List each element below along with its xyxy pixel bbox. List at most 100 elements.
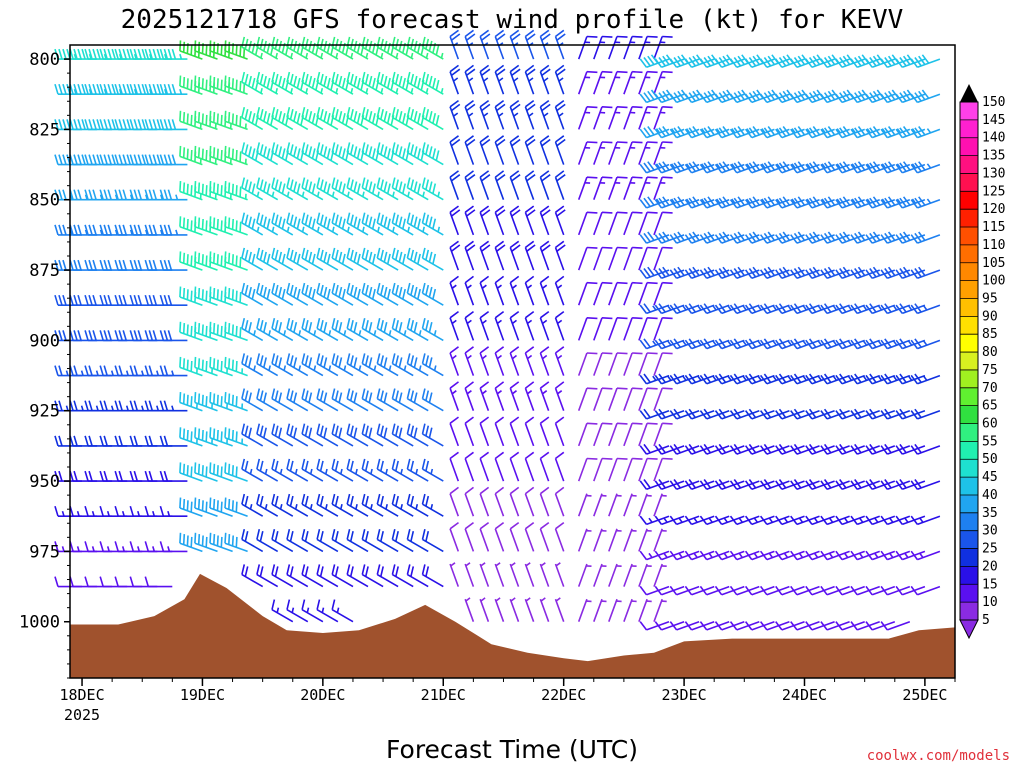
barb-feather bbox=[201, 113, 204, 124]
barb-feather bbox=[209, 110, 212, 122]
barb-feather bbox=[464, 310, 474, 319]
barb-feather bbox=[228, 393, 231, 404]
barb-feather bbox=[775, 269, 783, 279]
barb-feather bbox=[241, 212, 246, 224]
wind-barb bbox=[464, 381, 475, 411]
barb-feather bbox=[194, 392, 197, 403]
wind-barb bbox=[577, 141, 598, 165]
barb-feather bbox=[58, 294, 63, 306]
barb-feather bbox=[316, 142, 321, 153]
barb-feather bbox=[186, 359, 189, 371]
barb-half-feather bbox=[866, 128, 871, 134]
barb-half-feather bbox=[121, 510, 125, 517]
barb-staff bbox=[623, 563, 633, 587]
barb-feather bbox=[304, 355, 309, 366]
barb-half-feather bbox=[670, 128, 676, 134]
barb-feather bbox=[163, 154, 169, 165]
barb-feather bbox=[763, 92, 772, 102]
barb-staff bbox=[638, 598, 648, 622]
barb-feather bbox=[163, 259, 169, 271]
wind-barb bbox=[593, 211, 613, 236]
barb-half-feather bbox=[468, 112, 474, 117]
barb-half-feather bbox=[355, 468, 358, 475]
wind-barb bbox=[391, 388, 414, 412]
barb-feather bbox=[96, 119, 101, 130]
barb-half-feather bbox=[388, 330, 392, 336]
barb-feather bbox=[718, 232, 727, 243]
barb-feather bbox=[406, 564, 411, 575]
barb-feather bbox=[224, 427, 227, 438]
barb-feather bbox=[835, 128, 843, 139]
wind-barb bbox=[910, 338, 941, 350]
wind-barb bbox=[479, 170, 491, 200]
wind-barb bbox=[69, 435, 98, 447]
barb-feather bbox=[278, 111, 283, 122]
barb-staff bbox=[449, 282, 460, 306]
barb-half-feather bbox=[76, 546, 80, 552]
barb-half-feather bbox=[343, 330, 347, 336]
wind-barb bbox=[524, 135, 536, 165]
barb-half-feather bbox=[320, 88, 324, 94]
colorbar-label: 65 bbox=[982, 399, 998, 414]
barb-half-feather bbox=[712, 340, 717, 346]
barb-feather bbox=[141, 119, 147, 130]
barb-feather bbox=[763, 408, 772, 419]
barb-feather bbox=[213, 463, 216, 475]
barb-feather bbox=[380, 425, 384, 437]
barb-half-feather bbox=[881, 128, 887, 134]
barb-feather bbox=[133, 435, 139, 447]
barb-half-feather bbox=[106, 510, 110, 517]
barb-half-feather bbox=[847, 375, 853, 381]
barb-feather bbox=[383, 111, 388, 122]
barb-feather bbox=[586, 106, 598, 109]
barb-feather bbox=[884, 338, 892, 348]
barb-feather bbox=[872, 90, 881, 101]
barb-feather bbox=[658, 338, 666, 348]
barb-half-feather bbox=[305, 52, 309, 59]
colorbar-label: 25 bbox=[982, 542, 998, 557]
barb-feather bbox=[259, 320, 264, 331]
colorbar-swatch bbox=[960, 602, 978, 621]
wind-barb bbox=[391, 353, 414, 377]
barb-feather bbox=[163, 470, 169, 482]
wind-barb bbox=[209, 497, 233, 517]
barb-feather bbox=[654, 304, 663, 314]
barb-feather bbox=[895, 128, 903, 139]
barb-feather bbox=[647, 70, 658, 74]
barb-feather bbox=[99, 330, 104, 341]
wind-barb bbox=[159, 294, 188, 307]
barb-staff bbox=[509, 36, 520, 60]
wind-barb bbox=[623, 598, 637, 622]
barb-staff bbox=[376, 398, 399, 412]
barb-feather bbox=[126, 119, 131, 130]
wind-barb bbox=[449, 99, 461, 130]
wind-barb bbox=[301, 212, 324, 236]
barb-feather bbox=[884, 373, 892, 383]
wind-barb bbox=[494, 310, 505, 341]
barb-feather bbox=[835, 339, 843, 350]
barb-half-feather bbox=[465, 562, 471, 567]
barb-feather bbox=[334, 214, 339, 226]
barb-feather bbox=[425, 320, 430, 331]
colorbar-swatch bbox=[960, 262, 978, 282]
barb-feather bbox=[241, 247, 246, 259]
barb-feather bbox=[767, 231, 776, 241]
barb-feather bbox=[58, 83, 63, 95]
barb-half-feather bbox=[418, 330, 422, 336]
barb-feather bbox=[616, 387, 628, 390]
barb-staff bbox=[623, 423, 633, 447]
wind-barb bbox=[593, 141, 613, 165]
barb-feather bbox=[278, 357, 283, 368]
barb-feather bbox=[216, 289, 219, 300]
wind-barb bbox=[159, 259, 188, 271]
barb-feather bbox=[241, 353, 246, 364]
barb-feather bbox=[884, 479, 892, 489]
barb-half-feather bbox=[141, 405, 145, 411]
barb-feather bbox=[256, 318, 261, 329]
barb-feather bbox=[586, 176, 598, 179]
barb-feather bbox=[99, 470, 104, 482]
barb-feather bbox=[805, 304, 813, 314]
barb-feather bbox=[224, 145, 227, 157]
wind-barb bbox=[361, 247, 384, 271]
barb-feather bbox=[316, 388, 321, 399]
